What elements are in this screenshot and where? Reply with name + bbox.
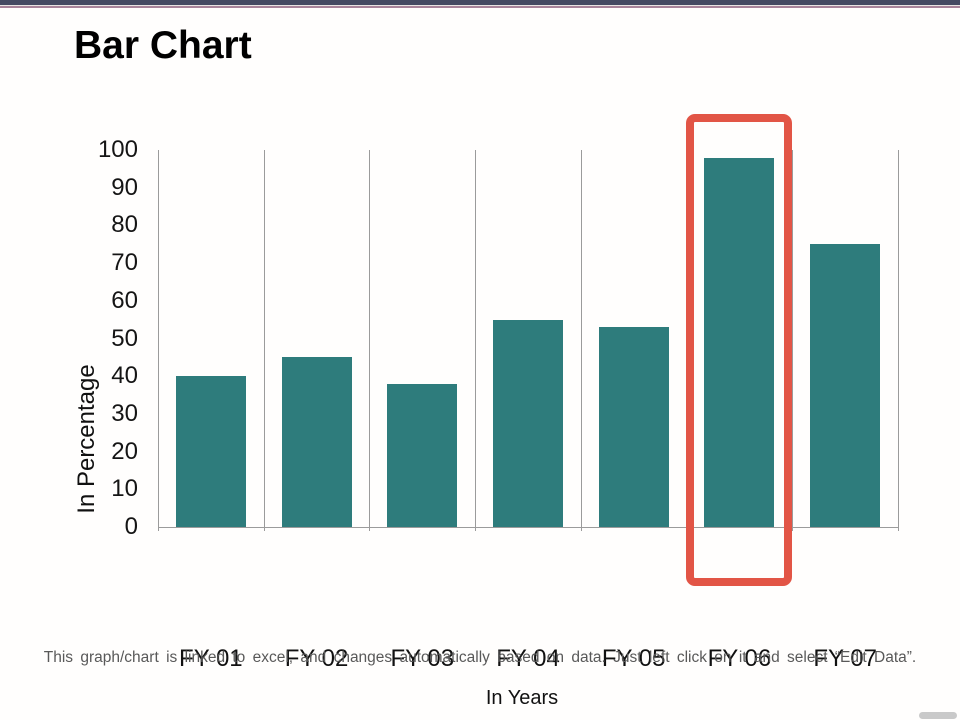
bar-fy-07 <box>810 244 881 527</box>
x-category-label: FY 03 <box>390 645 455 672</box>
caption-text: This graph/chart is linked to excel, and… <box>43 649 917 666</box>
y-tick-label: 30 <box>111 399 138 427</box>
top-border-mauve-stripe <box>0 6 960 8</box>
y-tick-label: 60 <box>111 286 138 314</box>
x-category-label: FY 05 <box>601 645 666 672</box>
y-tick-label: 0 <box>124 513 138 540</box>
y-tick-label: 40 <box>111 362 138 390</box>
x-category-label: FY 06 <box>707 645 772 672</box>
category-gridline <box>263 150 265 531</box>
bar-fy-03 <box>387 383 458 527</box>
bar-fy-04 <box>493 319 563 527</box>
y-tick-label: 20 <box>111 437 138 465</box>
y-tick-label: 80 <box>111 211 138 239</box>
x-category-label: FY 07 <box>813 645 877 672</box>
category-gridline <box>369 150 371 531</box>
top-border-dark-stripe <box>0 0 960 5</box>
x-axis-title: In Years <box>485 687 559 709</box>
y-tick-label: 100 <box>97 136 138 163</box>
category-gridline <box>580 150 582 531</box>
x-axis-line <box>158 527 898 528</box>
y-tick-label: 10 <box>111 475 138 503</box>
y-axis-title: In Percentage <box>73 364 100 514</box>
page-title: Bar Chart <box>74 24 252 67</box>
y-axis-line <box>158 150 159 531</box>
category-gridline <box>792 150 794 531</box>
category-gridline <box>898 150 899 531</box>
highlight-box-fy-06 <box>686 114 793 586</box>
category-gridline <box>475 150 477 531</box>
y-tick-label: 90 <box>111 173 138 201</box>
y-tick-label: 50 <box>111 324 138 352</box>
x-category-label: FY 02 <box>284 645 349 672</box>
y-tick-label: 70 <box>111 249 138 277</box>
bar-fy-05 <box>598 327 669 527</box>
bar-fy-01 <box>175 376 246 527</box>
top-border-light-stripe <box>0 5 960 6</box>
bar-fy-06 <box>704 157 775 527</box>
slide-footer-decoration <box>919 712 957 719</box>
x-category-label: FY 01 <box>179 645 243 672</box>
bar-fy-02 <box>281 357 352 527</box>
bar-chart[interactable]: 0 10 20 30 40 50 60 70 80 90 100 FY 01 FY 02 FY 03 FY … <box>0 100 960 709</box>
x-category-label: FY 04 <box>496 645 560 672</box>
